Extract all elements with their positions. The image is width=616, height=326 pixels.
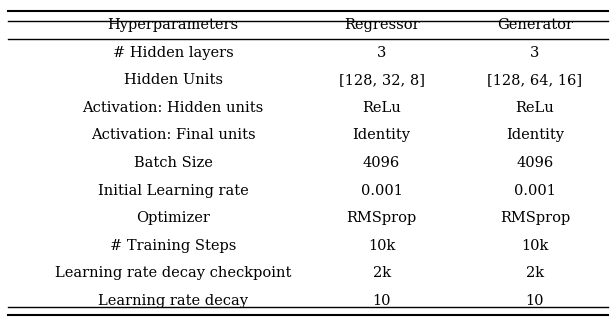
Text: Batch Size: Batch Size — [134, 156, 213, 170]
Text: ReLu: ReLu — [362, 101, 401, 115]
Text: Generator: Generator — [497, 18, 573, 32]
Text: [128, 64, 16]: [128, 64, 16] — [487, 73, 583, 87]
Text: Optimizer: Optimizer — [136, 211, 210, 225]
Text: 4096: 4096 — [363, 156, 400, 170]
Text: Activation: Final units: Activation: Final units — [91, 128, 256, 142]
Text: # Training Steps: # Training Steps — [110, 239, 237, 253]
Text: 2k: 2k — [526, 266, 544, 280]
Text: 2k: 2k — [373, 266, 391, 280]
Text: Initial Learning rate: Initial Learning rate — [98, 184, 248, 198]
Text: ReLu: ReLu — [516, 101, 554, 115]
Text: Hidden Units: Hidden Units — [124, 73, 222, 87]
Text: # Hidden layers: # Hidden layers — [113, 46, 233, 60]
Text: Hyperparameters: Hyperparameters — [108, 18, 238, 32]
Text: Identity: Identity — [352, 128, 411, 142]
Text: Activation: Hidden units: Activation: Hidden units — [83, 101, 264, 115]
Text: Identity: Identity — [506, 128, 564, 142]
Text: 0.001: 0.001 — [360, 184, 402, 198]
Text: Regressor: Regressor — [344, 18, 419, 32]
Text: Learning rate decay checkpoint: Learning rate decay checkpoint — [55, 266, 291, 280]
Text: 10k: 10k — [368, 239, 395, 253]
Text: 0.001: 0.001 — [514, 184, 556, 198]
Text: 3: 3 — [530, 46, 540, 60]
Text: RMSprop: RMSprop — [500, 211, 570, 225]
Text: 3: 3 — [377, 46, 386, 60]
Text: 10k: 10k — [521, 239, 549, 253]
Text: 10: 10 — [525, 294, 544, 308]
Text: 4096: 4096 — [516, 156, 554, 170]
Text: 10: 10 — [372, 294, 391, 308]
Text: RMSprop: RMSprop — [346, 211, 416, 225]
Text: [128, 32, 8]: [128, 32, 8] — [339, 73, 424, 87]
Text: Learning rate decay: Learning rate decay — [98, 294, 248, 308]
